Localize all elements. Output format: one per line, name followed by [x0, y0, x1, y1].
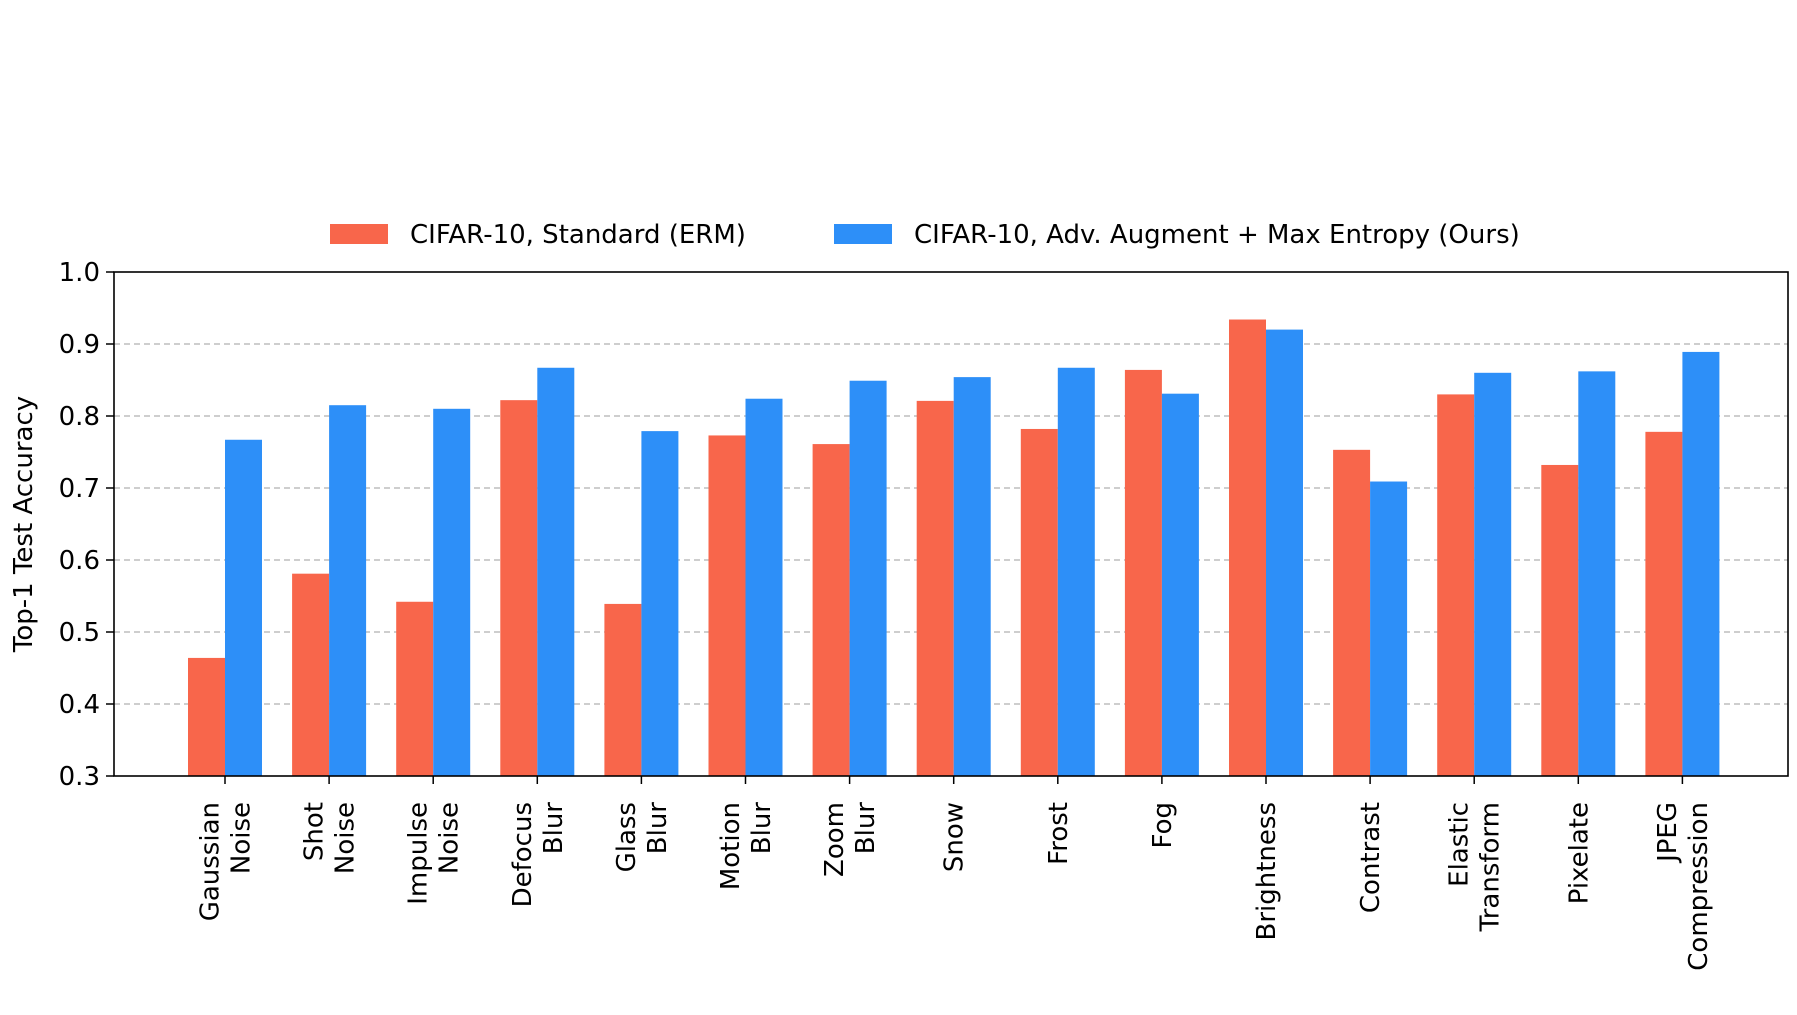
legend-label: CIFAR-10, Standard (ERM) [410, 220, 746, 250]
bar-series1 [1124, 369, 1162, 776]
x-tick-label: Noise [331, 802, 361, 874]
x-tick-label: Elastic [1445, 802, 1475, 887]
bar-series1 [812, 444, 850, 776]
bar-series1 [500, 400, 538, 776]
x-tick-label: Frost [1044, 802, 1074, 865]
bars [188, 319, 1720, 776]
bar-series2 [849, 380, 887, 776]
bar-series1 [708, 435, 746, 776]
y-tick-label: 0.8 [59, 402, 100, 432]
x-tick-label: Fog [1148, 802, 1178, 848]
bar-series2 [1057, 367, 1095, 776]
bar-series2 [225, 439, 262, 776]
bar-series2 [1682, 351, 1720, 776]
x-tick-label: Zoom [820, 802, 850, 877]
x-tick-label: Brightness [1252, 802, 1282, 941]
bar-series2 [641, 431, 679, 776]
x-tick-label: Contrast [1356, 802, 1386, 913]
bar-series1 [1229, 319, 1266, 776]
y-tick-label: 0.3 [59, 762, 100, 792]
bar-series1 [1645, 431, 1683, 776]
legend: CIFAR-10, Standard (ERM) CIFAR-10, Adv. A… [330, 220, 1520, 250]
bar-series1 [1020, 428, 1058, 776]
bar-series2 [329, 405, 367, 776]
x-tick-label: JPEG [1653, 802, 1683, 864]
y-axis-label: Top-1 Test Accuracy [9, 396, 39, 653]
x-tick-label: Shot [300, 802, 330, 861]
y-tick-label: 0.9 [59, 330, 100, 360]
x-tick-label: Blur [643, 802, 673, 855]
y-tick-label: 0.7 [59, 474, 100, 504]
y-tick-label: 1.0 [59, 258, 100, 288]
x-tick-label: Blur [539, 802, 569, 855]
bar-series1 [1437, 394, 1475, 776]
x-tick-label: Transform [1476, 802, 1506, 932]
bar-series1 [604, 603, 642, 776]
x-tick-label: Impulse [404, 802, 434, 905]
x-tick-label: Noise [435, 802, 465, 874]
legend-label: CIFAR-10, Adv. Augment + Max Entropy (Ou… [914, 220, 1520, 250]
legend-swatch [834, 224, 892, 244]
bar-series1 [1541, 464, 1579, 776]
x-tick-label: Noise [227, 802, 257, 874]
bar-series2 [1266, 329, 1303, 776]
x-tick-label: Snow [940, 802, 970, 872]
bar-series2 [433, 408, 471, 776]
bar-series2 [537, 367, 575, 776]
x-tick-label: Motion [716, 802, 746, 890]
x-tick-label: Blur [747, 802, 777, 855]
bar-series2 [745, 398, 783, 776]
y-axis: 0.3 0.4 0.5 0.6 0.7 0.8 0.9 1.0 [59, 258, 114, 792]
x-tick-label: Glass [612, 802, 642, 872]
x-tick-label: Compression [1684, 802, 1714, 971]
x-tick-label: Blur [851, 802, 881, 855]
bar-series2 [1578, 371, 1616, 776]
y-tick-label: 0.4 [59, 690, 100, 720]
bar-series2 [1370, 481, 1408, 776]
plot-frame [113, 271, 1789, 777]
y-tick-label: 0.5 [59, 618, 100, 648]
bar-series1 [188, 657, 225, 776]
y-tick-label: 0.6 [59, 546, 100, 576]
x-tick-label: Gaussian [196, 802, 226, 921]
bar-series1 [916, 400, 954, 776]
x-tick-label: Pixelate [1564, 802, 1594, 904]
bar-series2 [1161, 393, 1199, 776]
bar-series1 [396, 601, 434, 776]
bar-series2 [1474, 372, 1512, 776]
bar-series1 [1333, 449, 1371, 776]
bar-series2 [953, 377, 991, 776]
x-tick-label: Defocus [508, 802, 538, 907]
x-axis: Gaussian Noise Shot Noise Impulse Noise Defocu… [196, 776, 1714, 971]
bar-series1 [292, 573, 330, 776]
legend-swatch [330, 224, 388, 244]
